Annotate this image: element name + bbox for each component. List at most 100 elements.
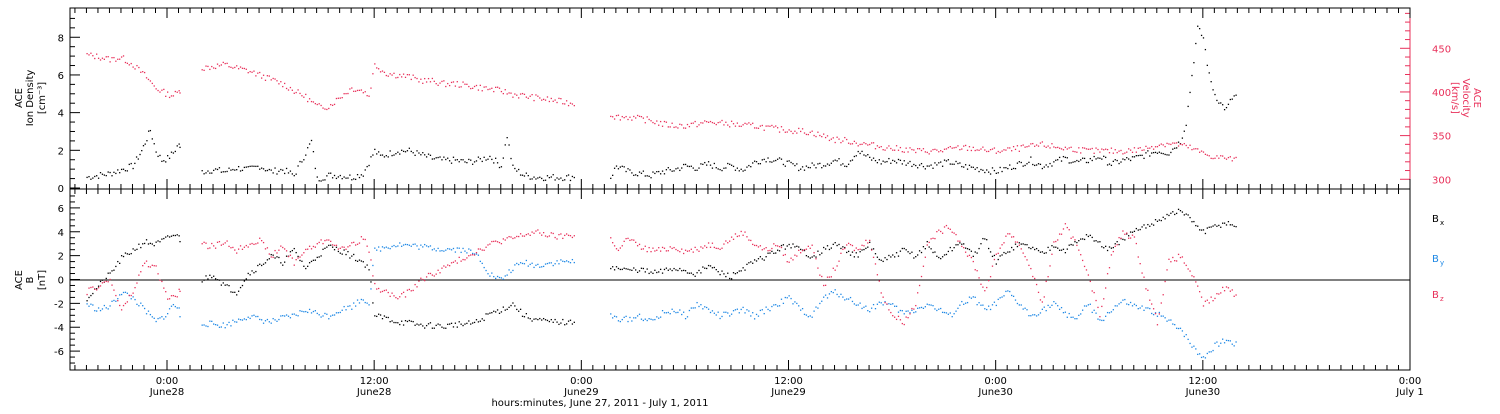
velocity-series-point	[928, 153, 930, 155]
velocity-series-point	[932, 148, 934, 151]
bx-series-point	[1057, 247, 1059, 249]
by-series-point	[418, 248, 420, 250]
by-series-point	[667, 311, 669, 314]
density-series-point	[339, 174, 341, 177]
bx-series-point	[790, 247, 792, 249]
bz-series-point	[1197, 285, 1199, 287]
bz-series-point	[101, 282, 104, 284]
bz-series-point	[823, 284, 825, 287]
bz-series-point	[765, 247, 767, 249]
bz-series-point	[303, 252, 305, 254]
density-series-point	[512, 164, 514, 166]
velocity-series-point	[368, 95, 370, 97]
bx-series-point	[460, 323, 462, 325]
velocity-series-point	[769, 125, 771, 127]
by-series-point	[1064, 311, 1067, 313]
by-series-point	[813, 310, 815, 312]
density-series-point	[704, 161, 706, 164]
velocity-series-point	[1105, 148, 1107, 150]
density-series-point	[968, 164, 971, 166]
bx-series-point	[934, 251, 936, 253]
bx-series-point	[838, 243, 840, 246]
by-series-point	[278, 318, 280, 321]
bz-series-point	[782, 254, 785, 256]
density-series-point	[96, 175, 98, 177]
velocity-series-point	[312, 101, 315, 103]
density-series-point	[523, 175, 526, 177]
by-series-point	[1156, 315, 1159, 317]
top-right-label-2: Velocity	[1460, 78, 1471, 117]
velocity-series-point	[1097, 148, 1099, 151]
bx-series-point	[1202, 229, 1205, 231]
velocity-series-point	[450, 81, 453, 84]
x-tick-label-date: June29	[563, 387, 599, 398]
density-series-point	[237, 165, 240, 168]
velocity-series-point	[617, 114, 620, 116]
by-series-point	[1016, 302, 1019, 305]
by-series-point	[746, 309, 748, 311]
velocity-series-point	[658, 124, 660, 126]
bz-series-point	[686, 250, 689, 252]
bz-series-point	[285, 250, 288, 252]
velocity-series-point	[823, 133, 825, 135]
velocity-series-point	[573, 104, 575, 107]
by-series-point	[372, 264, 374, 267]
velocity-series-point	[1179, 143, 1182, 145]
bz-series-point	[458, 256, 460, 259]
by-series-point	[90, 303, 92, 305]
density-series-point	[1083, 157, 1086, 160]
bz-series-point	[997, 252, 999, 255]
velocity-series-point	[1108, 152, 1111, 154]
by-series-point	[541, 266, 543, 268]
bz-series-point	[1074, 239, 1076, 241]
velocity-series-point	[1055, 146, 1057, 149]
bz-series-point	[888, 309, 890, 311]
by-series-point	[374, 247, 376, 249]
density-series-point	[179, 146, 181, 149]
by-series-point	[1034, 314, 1036, 316]
bz-series-point	[364, 238, 366, 241]
by-series-point	[391, 245, 393, 248]
by-series-point	[903, 313, 905, 315]
bx-series-point	[702, 266, 704, 268]
by-series-point	[527, 265, 529, 267]
by-series-point	[1116, 305, 1118, 307]
density-series-point	[493, 162, 495, 164]
density-series-point	[370, 156, 372, 158]
bz-series-point	[236, 252, 238, 254]
density-series-point	[652, 171, 654, 173]
bx-series-point	[723, 273, 725, 275]
density-series-point	[876, 162, 879, 164]
velocity-series-point	[763, 129, 765, 131]
density-series-point	[272, 172, 274, 174]
velocity-series-point	[529, 95, 531, 97]
bz-series-point	[836, 265, 838, 267]
density-series-point	[564, 179, 566, 181]
bz-series-point	[1195, 281, 1197, 283]
by-series-point	[353, 302, 355, 304]
density-series-point	[320, 180, 322, 182]
density-series-point	[425, 156, 428, 158]
bz-series-point	[157, 273, 159, 275]
bz-series-point	[870, 249, 873, 251]
density-series-point	[909, 160, 911, 163]
density-series-point	[305, 154, 307, 156]
velocity-series-point	[1091, 147, 1093, 150]
velocity-series-point	[272, 77, 274, 80]
bx-series-point	[143, 242, 146, 245]
density-series-point	[120, 168, 123, 171]
bz-series-point	[138, 274, 140, 276]
bz-series-point	[995, 253, 997, 255]
by-series-point	[542, 265, 545, 268]
bx-series-point	[821, 252, 823, 254]
bx-series-point	[987, 247, 990, 250]
density-series-point	[1049, 162, 1051, 165]
bz-series-point	[308, 245, 311, 247]
density-series-point	[1158, 151, 1161, 153]
velocity-series-point	[729, 126, 731, 128]
bx-series-point	[107, 272, 109, 274]
by-series-point	[464, 250, 466, 252]
velocity-series-point	[813, 134, 815, 137]
density-series-point	[209, 172, 211, 174]
velocity-series-point	[800, 130, 802, 133]
